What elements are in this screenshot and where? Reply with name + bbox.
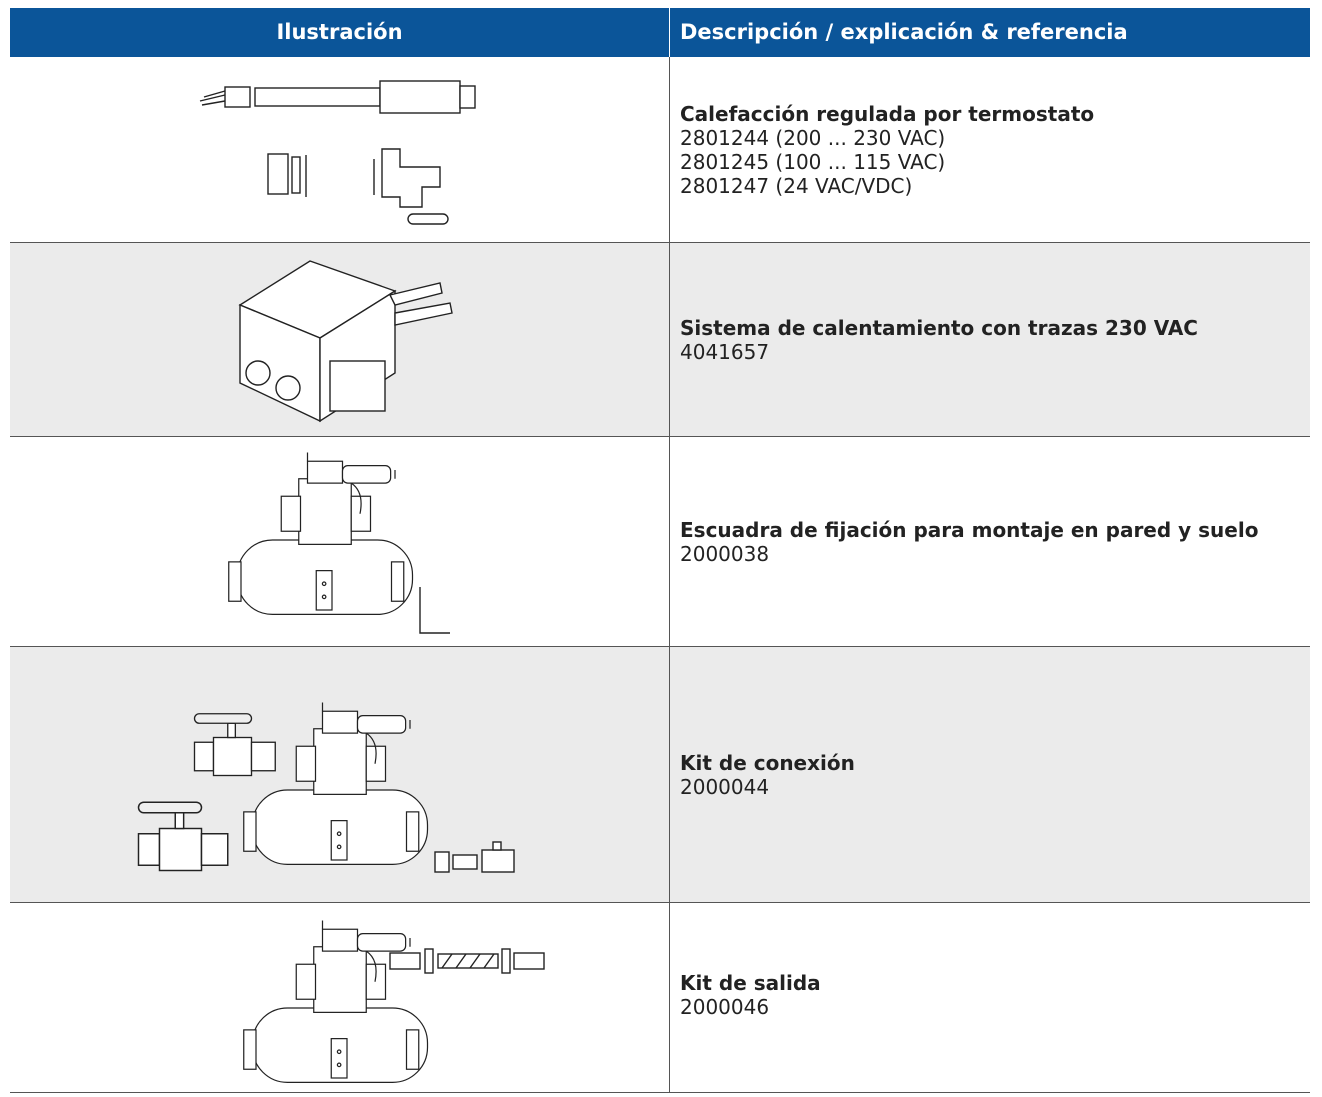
item-title: Kit de salida xyxy=(680,971,821,995)
illustration-cell xyxy=(10,903,670,1092)
description-cell: Escuadra de fijación para montaje en par… xyxy=(680,437,1258,646)
table-row: Calefacción regulada por termostato 2801… xyxy=(10,57,1310,243)
item-ref: 2000044 xyxy=(680,774,770,799)
table-row: Kit de salida 2000046 xyxy=(10,903,1310,1093)
header-cell: Descripción / explicación & referencia xyxy=(670,8,1310,57)
table-row: Escuadra de fijación para montaje en par… xyxy=(10,437,1310,647)
device-drawing xyxy=(243,919,429,1084)
illustration xyxy=(199,80,476,225)
item-title: Kit de conexión xyxy=(680,750,855,775)
item-ref: 2000046 xyxy=(680,995,770,1019)
item-title: Calefacción regulada por termostato xyxy=(680,101,1095,126)
item-ref: 2801244 (200 ... 230 VAC) xyxy=(680,125,946,150)
valve-drawing xyxy=(137,801,229,872)
device-drawing xyxy=(228,451,414,616)
item-ref: 4041657 xyxy=(680,339,770,364)
item-title: Sistema de calentamiento con trazas 230 … xyxy=(680,315,1198,340)
illustration xyxy=(228,451,450,634)
illustration-cell xyxy=(10,57,670,242)
description-cell: Calefacción regulada por termostato 2801… xyxy=(680,57,1094,242)
item-ref: 2801247 (24 VAC/VDC) xyxy=(680,173,913,198)
description-cell: Kit de salida 2000046 xyxy=(680,903,821,1087)
item-title: Escuadra de fijación para montaje en par… xyxy=(680,517,1259,542)
description-cell: Sistema de calentamiento con trazas 230 … xyxy=(680,243,1198,436)
table-row: Sistema de calentamiento con trazas 230 … xyxy=(10,243,1310,437)
table-row: Kit de conexión 2000044 xyxy=(10,647,1310,903)
item-ref: 2000038 xyxy=(680,541,770,566)
illustration-cell xyxy=(10,243,670,436)
illustration xyxy=(238,260,453,423)
device-drawing xyxy=(243,701,429,866)
valve-drawing xyxy=(193,713,276,777)
illustration xyxy=(137,701,515,873)
illustration xyxy=(243,919,545,1084)
item-ref: 2801245 (100 ... 115 VAC) xyxy=(680,149,946,174)
illustration-cell xyxy=(10,647,670,902)
description-cell: Kit de conexión 2000044 xyxy=(680,647,855,902)
header-cell: Ilustración xyxy=(10,8,670,57)
illustration-cell xyxy=(10,437,670,646)
